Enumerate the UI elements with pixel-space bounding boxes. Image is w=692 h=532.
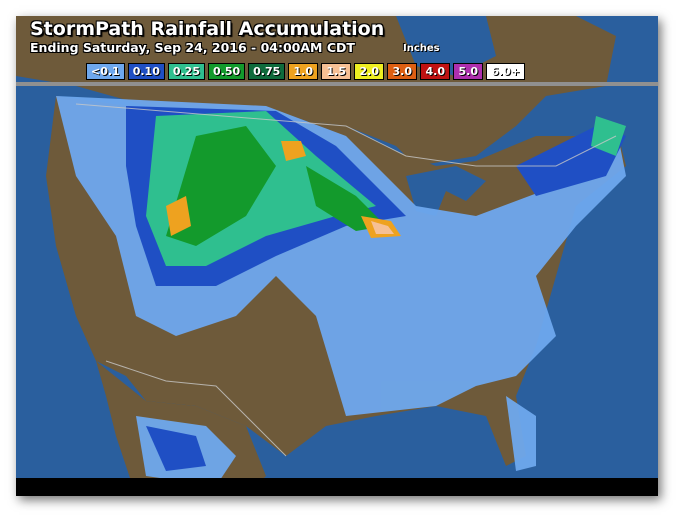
legend-swatch: 5.0 xyxy=(453,63,484,80)
legend-swatch: 3.0 xyxy=(387,63,418,80)
precip-1-5 xyxy=(371,221,394,234)
legend-swatch: 1.5 xyxy=(321,63,352,80)
bottom-bar xyxy=(16,478,658,496)
legend-swatch: <0.1 xyxy=(86,63,125,80)
legend-swatch: 0.50 xyxy=(207,63,246,80)
great-lakes xyxy=(406,166,486,216)
legend-swatch: 0.10 xyxy=(127,63,165,80)
legend-divider xyxy=(16,82,658,86)
map-graphic xyxy=(16,16,658,496)
borders xyxy=(75,103,617,457)
legend-swatch: 2.0 xyxy=(354,63,385,80)
precip-green xyxy=(166,126,386,246)
map-subtitle: Ending Saturday, Sep 24, 2016 - 04:00AM … xyxy=(30,40,355,55)
legend-swatch: 1.0 xyxy=(288,63,319,80)
legend-swatch: 4.0 xyxy=(420,63,451,80)
legend-swatch: 0.25 xyxy=(167,63,205,80)
legend-swatch: 6.0+ xyxy=(486,63,525,80)
legend-swatch: 0.75 xyxy=(248,63,286,80)
units-label: Inches xyxy=(403,43,440,54)
hudson-bay xyxy=(396,16,496,76)
legend: <0.1 0.10 0.25 0.50 0.75 1.0 1.5 2.0 3.0… xyxy=(86,63,525,80)
rainfall-map: StormPath Rainfall Accumulation Ending S… xyxy=(16,16,658,496)
map-title: StormPath Rainfall Accumulation xyxy=(30,18,385,40)
